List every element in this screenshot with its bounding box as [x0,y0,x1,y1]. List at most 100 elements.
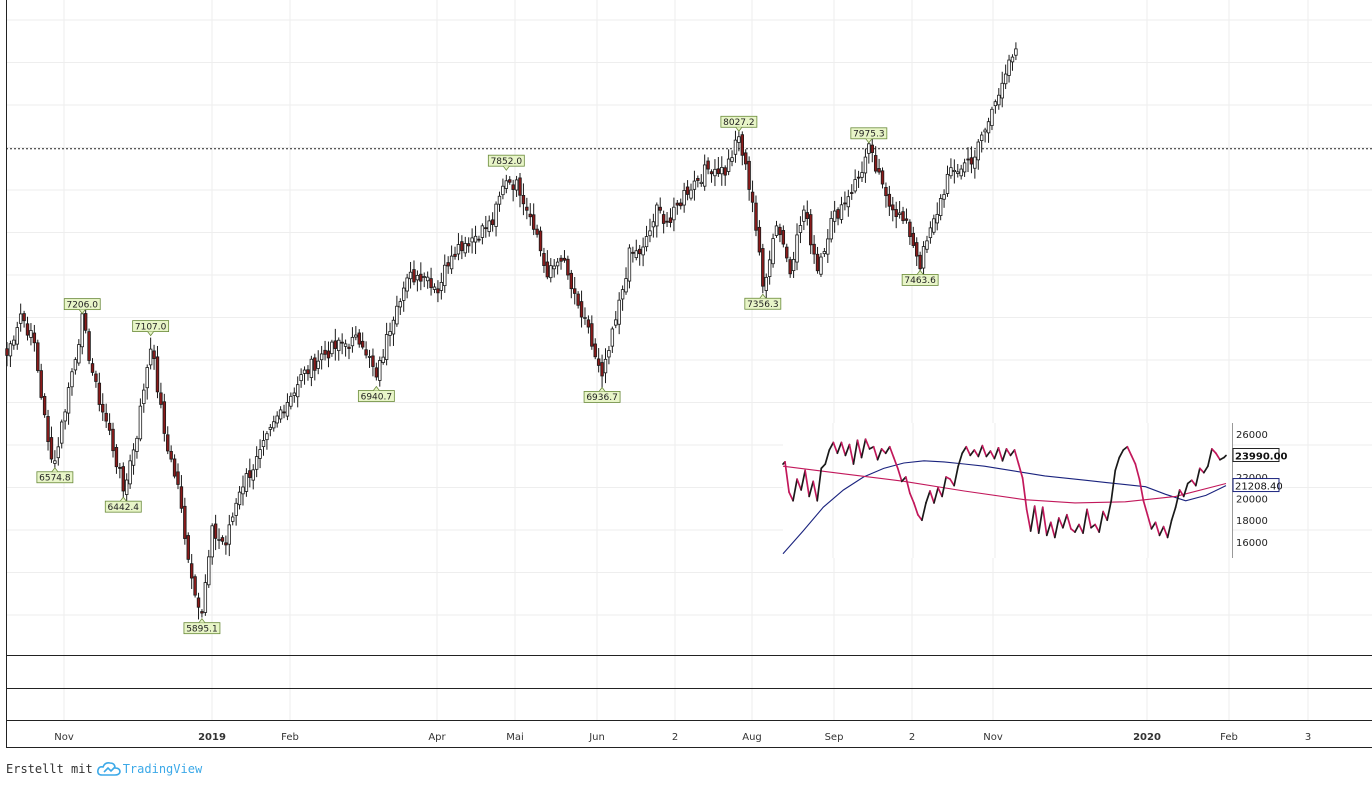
candle [993,99,998,114]
candle-body [388,331,392,336]
candle-body [980,134,984,141]
candle-body [617,299,621,325]
candle [747,156,751,201]
inset-price-segment [1130,454,1137,465]
inset-price-segment [888,445,895,459]
candle-body [56,446,60,459]
candle-body [1010,56,1015,63]
candle-body [699,181,703,184]
pivot-label: 7975.3 [850,127,888,144]
inset-price-segment [1058,517,1064,529]
inset-price-segment [904,476,911,495]
inset-price-segment [1186,479,1193,485]
candle-body [754,202,758,231]
candle-body [490,219,495,225]
candle-body [135,437,139,452]
inset-price-segment [1118,449,1125,459]
x-tick-label: Aug [742,732,762,743]
inset-price-segment [816,467,823,502]
inset-ma-value: 21208.40 [1235,482,1283,493]
inset-price-segment [1033,505,1040,535]
candle-body [323,349,327,355]
candle [384,322,389,366]
inset-price-segment [1102,510,1109,522]
candle [668,208,673,228]
x-tick-label: 2 [672,732,678,743]
candle [118,462,122,479]
inset-price-segment [1074,523,1080,533]
candle [473,225,478,255]
candle [138,398,143,442]
candle-body [785,246,789,259]
pivot-label: 6936.7 [583,386,621,403]
candle [812,235,816,264]
candle [497,191,502,212]
candle [590,315,594,350]
candle [966,147,970,173]
candle-body [285,402,290,417]
candle [275,411,279,428]
candle-body [620,289,625,300]
candle-body [942,194,946,200]
candle [210,523,214,565]
candle [367,349,372,368]
candle [302,366,307,385]
candle-body [819,256,823,275]
candle [891,196,895,222]
inset-price-segment [1190,479,1197,487]
inset-price-segment [832,441,839,455]
candle [183,497,187,545]
tradingview-link[interactable]: TradingView [96,762,202,776]
candle-body [850,192,854,194]
candle [268,423,273,437]
candle-body [665,220,669,223]
candle-body [340,341,344,344]
candle-body [809,214,813,246]
candle [856,170,861,188]
candle [378,356,382,387]
candle-body [278,409,283,420]
candle [809,209,813,255]
candle [990,106,994,131]
inset-price-segment [1017,463,1024,479]
candle [207,549,211,588]
inset-price-segment [993,446,1000,460]
candle [514,175,519,198]
inset-price-segment [1078,523,1084,535]
inset-price-segment [1146,513,1153,530]
inset-price-segment [1126,445,1133,457]
inset-price-tag-box [1232,448,1280,463]
candle-body [364,349,368,356]
candle-body [131,449,136,466]
candle-body [77,344,81,364]
candle [265,431,269,450]
candle-body [562,257,567,261]
inset-price-segment [1086,508,1092,529]
candle-body [593,343,597,358]
candle-body [709,171,714,175]
x-tick-label: Feb [1220,732,1238,743]
candle [408,261,413,289]
candle [15,321,19,350]
inset-price-segment [997,446,1004,462]
candle-body [836,209,840,219]
candle [114,444,119,474]
candle [962,158,967,177]
candle [610,326,615,353]
candle-body [740,134,744,156]
candle [443,254,447,293]
candle-body [347,346,351,349]
candle [77,339,81,366]
candle [155,345,160,399]
inset-price-segment [909,492,915,504]
candle [873,146,878,174]
created-with-text: Erstellt mit [6,762,93,776]
candle-body [935,214,939,224]
candle [306,365,310,381]
candle [8,340,13,368]
candle-body [477,238,481,241]
candle [938,194,943,221]
candle [713,159,717,187]
candle [39,363,43,400]
